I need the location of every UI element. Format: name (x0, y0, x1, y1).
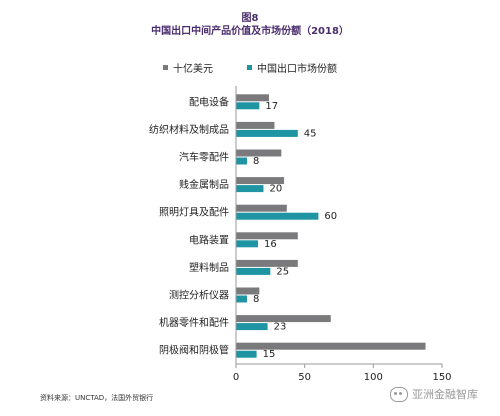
bar-usd-6 (236, 232, 298, 240)
wechat-icon (390, 386, 408, 402)
bar-share-6 (236, 240, 258, 248)
bar-share-4 (236, 185, 264, 193)
data-label-share: 8 (253, 156, 259, 167)
category-label: 测控分析仪器 (169, 289, 229, 302)
data-label-share: 23 (274, 322, 287, 333)
category-label: 照明灯具及配件 (159, 207, 229, 219)
bar-share-8 (236, 295, 247, 303)
legend-swatch-gray (163, 65, 168, 70)
data-label-share: 25 (276, 266, 289, 277)
legend-item-usd: 十亿美元 (163, 60, 213, 75)
data-label-share: 16 (264, 239, 277, 250)
legend-label-usd: 十亿美元 (173, 64, 213, 75)
data-label-share: 60 (324, 211, 337, 222)
data-label-share: 8 (253, 294, 259, 305)
bar-usd-2 (236, 121, 275, 129)
bar-usd-3 (236, 149, 282, 157)
bar-share-2 (236, 129, 298, 137)
chart-legend: 十亿美元 中国出口市场份额 (0, 60, 500, 75)
source-note: 资料来源：UNCTAD，法国外贸银行 (40, 394, 154, 402)
legend-label-share: 中国出口市场份额 (257, 64, 337, 75)
bar-share-1 (236, 102, 260, 110)
category-label: 汽车零配件 (179, 151, 229, 164)
legend-item-share: 中国出口市场份额 (247, 60, 337, 75)
x-tick-label: 0 (233, 372, 239, 383)
bar-usd-1 (236, 94, 269, 102)
bar-usd-4 (236, 177, 285, 185)
category-label: 配电设备 (189, 95, 229, 108)
category-label: 阴极阀和阴极管 (159, 344, 229, 357)
category-label: 贱金属制品 (179, 178, 229, 191)
bar-share-7 (236, 267, 271, 275)
data-label-share: 17 (265, 101, 278, 112)
bar-usd-5 (236, 204, 287, 212)
data-label-share: 45 (304, 128, 317, 139)
watermark: 亚洲金融智库 (390, 386, 478, 402)
chart-title: 中国出口中间产品价值及市场份额（2018） (151, 26, 349, 37)
bar-usd-7 (236, 259, 298, 267)
bar-share-5 (236, 212, 319, 220)
watermark-text: 亚洲金融智库 (412, 388, 478, 401)
bar-usd-10 (236, 342, 426, 350)
category-label: 塑料制品 (189, 261, 229, 274)
bar-usd-9 (236, 315, 331, 323)
category-label: 电路装置 (189, 233, 229, 246)
category-label: 纺织材料及制成品 (149, 123, 229, 136)
x-tick-label: 100 (364, 372, 383, 383)
bar-usd-8 (236, 287, 260, 295)
x-tick-label: 50 (298, 372, 311, 383)
bar-share-10 (236, 350, 257, 358)
category-label: 机器零件和配件 (159, 316, 229, 329)
x-tick-label: 150 (432, 372, 451, 383)
data-label-share: 20 (269, 184, 282, 195)
legend-swatch-teal (247, 65, 252, 70)
figure-label: 图8 (241, 13, 259, 24)
bar-share-3 (236, 157, 247, 165)
data-label-share: 15 (263, 349, 276, 360)
bar-share-9 (236, 323, 268, 331)
